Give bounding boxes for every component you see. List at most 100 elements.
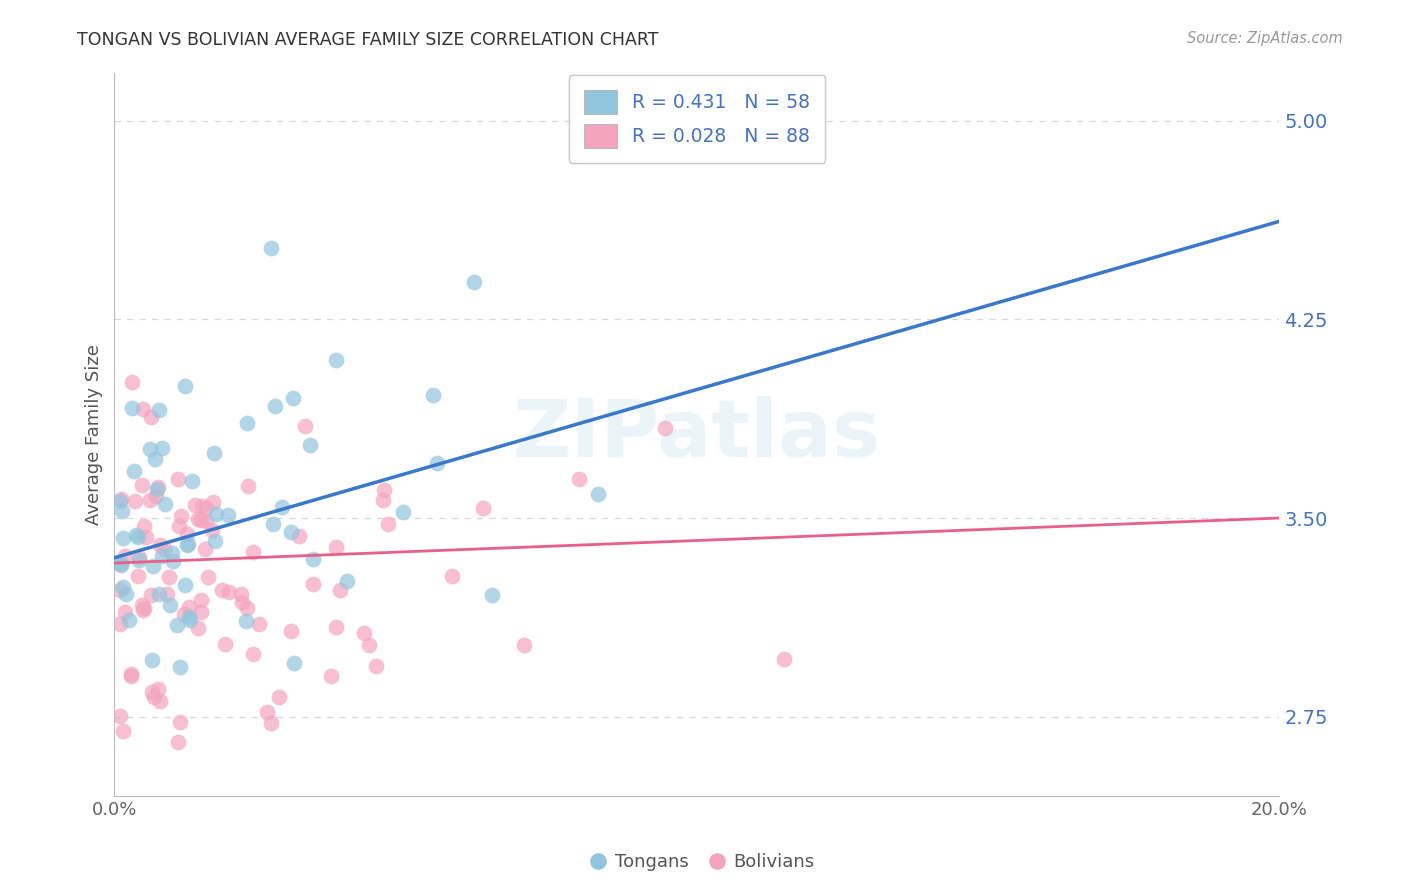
Point bbox=[242, 647, 264, 661]
Point bbox=[204, 534, 226, 549]
Point bbox=[184, 498, 207, 512]
Point bbox=[131, 598, 153, 612]
Point bbox=[471, 500, 494, 515]
Point bbox=[155, 587, 177, 601]
Point bbox=[194, 542, 217, 557]
Point bbox=[120, 669, 142, 683]
Point bbox=[111, 531, 134, 545]
Point bbox=[110, 558, 132, 572]
Point bbox=[201, 523, 224, 537]
Point bbox=[231, 595, 253, 609]
Point bbox=[321, 669, 343, 683]
Point bbox=[197, 570, 219, 584]
Point bbox=[329, 582, 352, 597]
Point bbox=[392, 505, 415, 519]
Point bbox=[173, 577, 195, 591]
Point bbox=[114, 605, 136, 619]
Point bbox=[325, 620, 347, 634]
Point bbox=[141, 685, 163, 699]
Point bbox=[142, 690, 165, 704]
Point bbox=[236, 478, 259, 492]
Point bbox=[128, 553, 150, 567]
Point bbox=[179, 613, 201, 627]
Point bbox=[167, 472, 190, 486]
Point bbox=[118, 613, 141, 627]
Point bbox=[112, 580, 135, 594]
Point bbox=[218, 585, 240, 599]
Point bbox=[169, 519, 191, 533]
Point bbox=[176, 537, 198, 551]
Point bbox=[141, 652, 163, 666]
Point bbox=[173, 607, 195, 622]
Y-axis label: Average Family Size: Average Family Size bbox=[86, 344, 103, 525]
Point bbox=[177, 600, 200, 615]
Point bbox=[568, 472, 591, 486]
Point bbox=[173, 379, 195, 393]
Point bbox=[294, 419, 316, 434]
Point bbox=[302, 551, 325, 566]
Point bbox=[187, 621, 209, 635]
Point bbox=[377, 517, 399, 532]
Point bbox=[654, 420, 676, 434]
Point bbox=[236, 600, 259, 615]
Point bbox=[122, 465, 145, 479]
Point bbox=[153, 542, 176, 557]
Point bbox=[373, 483, 395, 497]
Point bbox=[214, 637, 236, 651]
Point bbox=[128, 549, 150, 564]
Point bbox=[195, 514, 218, 528]
Point bbox=[170, 509, 193, 524]
Point bbox=[179, 610, 201, 624]
Point bbox=[281, 391, 304, 405]
Point bbox=[364, 658, 387, 673]
Point bbox=[288, 529, 311, 543]
Point bbox=[148, 681, 170, 696]
Point bbox=[267, 690, 290, 704]
Point bbox=[586, 487, 609, 501]
Point bbox=[143, 452, 166, 467]
Point bbox=[124, 528, 146, 542]
Point bbox=[283, 656, 305, 670]
Point bbox=[247, 617, 270, 632]
Point bbox=[132, 402, 155, 417]
Point bbox=[124, 493, 146, 508]
Point bbox=[191, 499, 214, 513]
Point bbox=[112, 723, 135, 738]
Point bbox=[259, 716, 281, 731]
Point bbox=[134, 601, 156, 615]
Point bbox=[441, 569, 464, 583]
Point bbox=[211, 582, 233, 597]
Point bbox=[166, 735, 188, 749]
Point bbox=[146, 480, 169, 494]
Point bbox=[138, 442, 160, 456]
Point bbox=[169, 715, 191, 730]
Point bbox=[325, 541, 347, 555]
Point bbox=[166, 617, 188, 632]
Point bbox=[194, 500, 217, 515]
Point bbox=[131, 478, 153, 492]
Point bbox=[114, 549, 136, 564]
Point bbox=[159, 598, 181, 612]
Point bbox=[180, 474, 202, 488]
Point bbox=[190, 605, 212, 619]
Point bbox=[481, 588, 503, 602]
Point bbox=[260, 241, 283, 255]
Point bbox=[110, 557, 132, 571]
Point bbox=[176, 538, 198, 552]
Point bbox=[264, 399, 287, 413]
Point bbox=[217, 508, 239, 523]
Point bbox=[121, 401, 143, 416]
Point bbox=[162, 547, 184, 561]
Point bbox=[148, 403, 170, 417]
Point bbox=[139, 492, 162, 507]
Point bbox=[169, 659, 191, 673]
Point bbox=[513, 639, 536, 653]
Point bbox=[426, 456, 449, 470]
Point bbox=[150, 549, 173, 563]
Point bbox=[139, 409, 162, 424]
Point bbox=[357, 638, 380, 652]
Point bbox=[463, 275, 485, 289]
Point bbox=[773, 652, 796, 666]
Point bbox=[110, 557, 132, 571]
Point bbox=[271, 500, 294, 514]
